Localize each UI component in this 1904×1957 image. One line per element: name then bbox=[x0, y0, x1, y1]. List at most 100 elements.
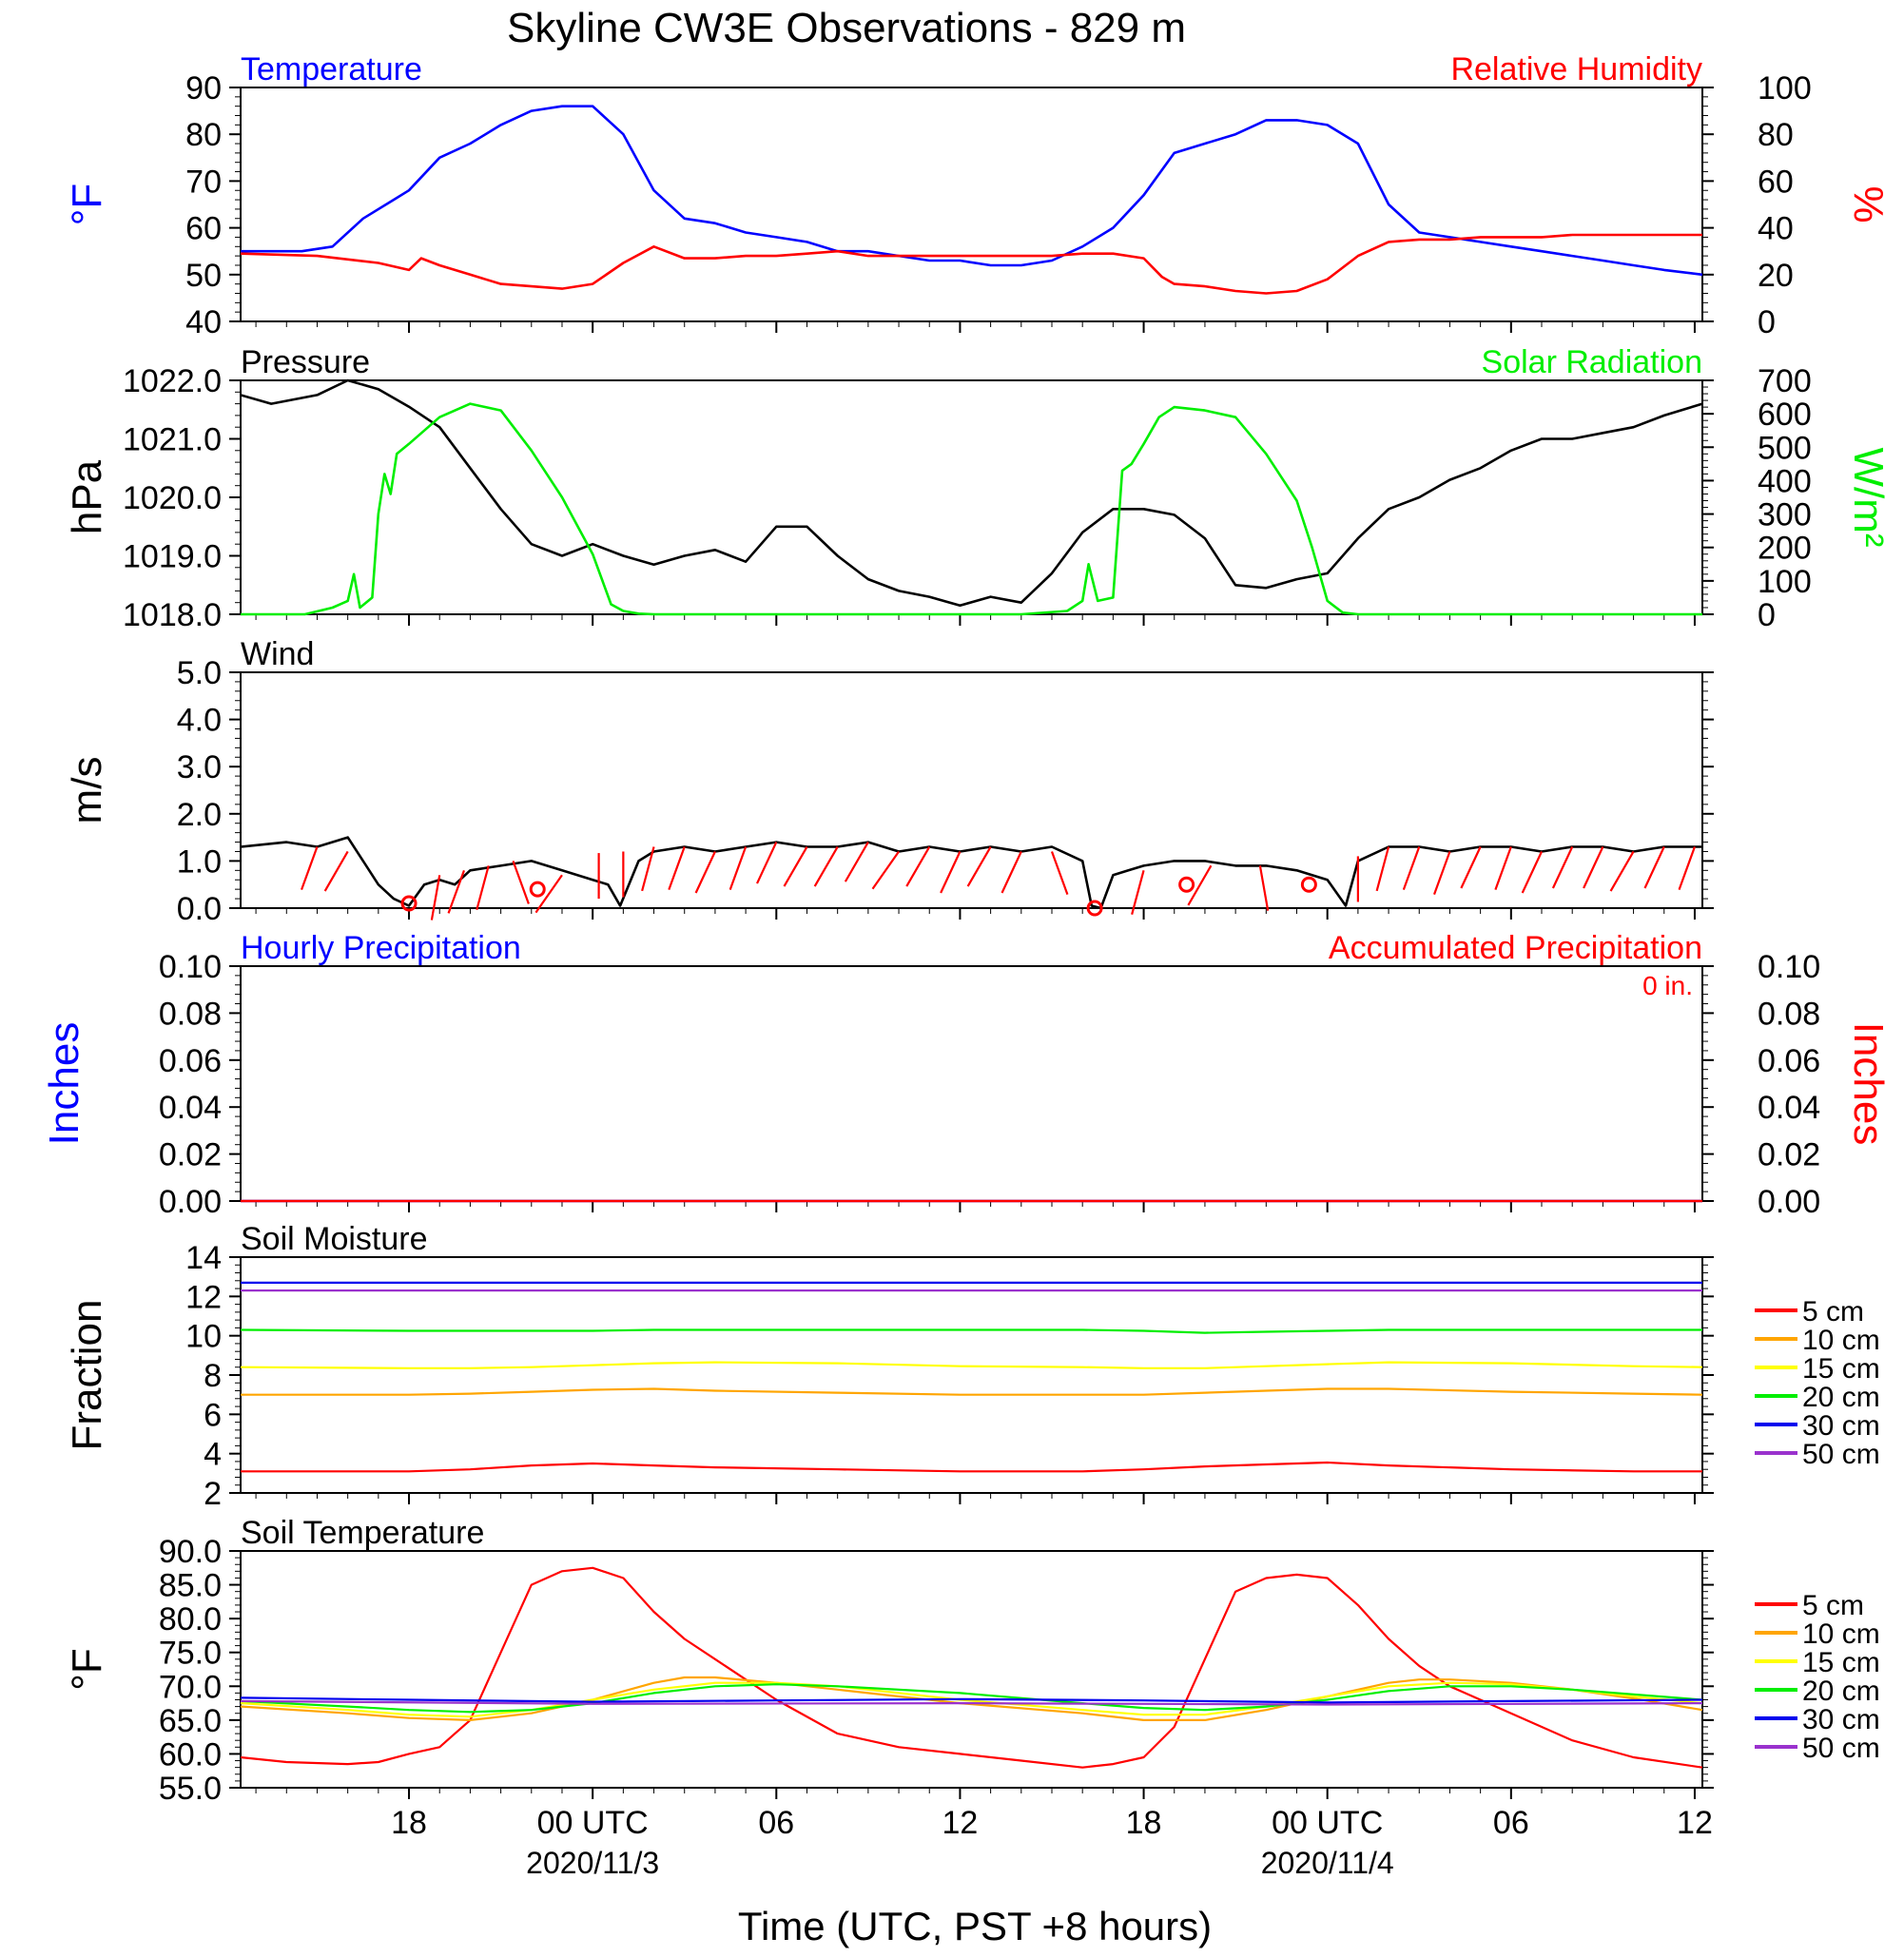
panel-title-left: Hourly Precipitation bbox=[241, 930, 521, 966]
series-line-wind bbox=[240, 836, 1702, 910]
panel-3: 0.0 1.0 2.0 3.0 4.0 5.0 Wind m/s bbox=[64, 636, 1714, 927]
y-tick-label-left: 1021.0 bbox=[123, 422, 222, 458]
y-tick-label-left: 1018.0 bbox=[123, 597, 222, 633]
y-tick-label-left: 65.0 bbox=[159, 1703, 222, 1739]
y-tick-label-left: 70.0 bbox=[159, 1669, 222, 1705]
wind-barb bbox=[1460, 846, 1482, 889]
x-tick-label: 12 bbox=[942, 1805, 979, 1841]
y-tick-label-left: 1020.0 bbox=[123, 480, 222, 516]
wind-barb bbox=[1001, 851, 1022, 894]
panel-title-right: Solar Radiation bbox=[1482, 344, 1702, 380]
y-tick-label-right: 0.04 bbox=[1758, 1090, 1820, 1126]
figure-title: Skyline CW3E Observations - 829 m bbox=[507, 5, 1186, 51]
series-line-15-cm bbox=[240, 1361, 1703, 1369]
y-axis-title-right: W/m² bbox=[1845, 447, 1892, 547]
panel-title-left: Soil Temperature bbox=[241, 1515, 484, 1551]
legend-label: 5 cm bbox=[1802, 1296, 1864, 1327]
wind-barb bbox=[1258, 865, 1270, 911]
y-tick-label-left: 2 bbox=[204, 1476, 222, 1512]
wind-barb bbox=[1643, 846, 1665, 889]
wind-barb bbox=[1609, 850, 1635, 892]
y-tick-label-right: 60 bbox=[1758, 164, 1794, 200]
y-tick-label-left: 0.00 bbox=[159, 1184, 222, 1220]
series-line-20-cm bbox=[240, 1683, 1703, 1714]
accumulated-annotation: 0 in. bbox=[1642, 971, 1693, 1000]
y-tick-label-left: 50 bbox=[185, 258, 222, 294]
y-tick-label-left: 4 bbox=[204, 1437, 222, 1473]
y-axis-title-left: °F bbox=[64, 1648, 110, 1690]
y-axis-title-left: Inches bbox=[41, 1022, 87, 1146]
legend-label: 50 cm bbox=[1802, 1733, 1880, 1764]
panel-4: 0.00 0.02 0.04 0.06 0.08 0.10 0.00 0.02 0.04 0.06… bbox=[41, 930, 1892, 1220]
y-tick-label-left: 2.0 bbox=[177, 797, 222, 833]
wind-barb bbox=[534, 874, 563, 914]
y-tick-label-left: 40 bbox=[185, 304, 222, 340]
y-axis-title-right: % bbox=[1845, 185, 1892, 223]
y-tick-label-right: 700 bbox=[1758, 363, 1812, 399]
y-tick-label-right: 0.06 bbox=[1758, 1043, 1820, 1079]
y-tick-label-left: 5.0 bbox=[177, 655, 222, 691]
wind-barb bbox=[1375, 846, 1390, 892]
wind-barb bbox=[1583, 846, 1604, 889]
plot-frame bbox=[240, 1550, 1703, 1789]
legend-label: 5 cm bbox=[1802, 1590, 1864, 1621]
series-line-solar-radiation bbox=[241, 402, 1702, 616]
y-tick-label-left: 8 bbox=[204, 1358, 222, 1394]
y-axis-title-left: m/s bbox=[64, 757, 110, 824]
y-axis-title-left: Fraction bbox=[64, 1300, 110, 1451]
wind-barb bbox=[1432, 851, 1451, 895]
y-tick-label-left: 85.0 bbox=[159, 1568, 222, 1604]
legend-label: 20 cm bbox=[1802, 1382, 1880, 1413]
x-tick-label: 12 bbox=[1677, 1805, 1713, 1841]
wind-barb bbox=[844, 842, 869, 882]
x-tick-label: 06 bbox=[1493, 1805, 1529, 1841]
y-tick-label-left: 75.0 bbox=[159, 1636, 222, 1672]
wind-barb bbox=[756, 842, 778, 884]
y-tick-label-right: 300 bbox=[1758, 497, 1812, 533]
legend-label: 10 cm bbox=[1802, 1325, 1880, 1356]
x-tick-label: 00 UTC bbox=[1272, 1805, 1383, 1841]
plot-frame bbox=[240, 671, 1703, 909]
y-tick-label-left: 0.0 bbox=[177, 891, 222, 927]
y-tick-label-left: 1022.0 bbox=[123, 363, 222, 399]
y-tick-label-left: 0.10 bbox=[159, 949, 222, 985]
y-tick-label-right: 400 bbox=[1758, 463, 1812, 499]
legend-label: 10 cm bbox=[1802, 1618, 1880, 1650]
wind-barb bbox=[641, 846, 655, 892]
y-tick-label-left: 14 bbox=[185, 1240, 222, 1276]
x-date-label: 2020/11/4 bbox=[1261, 1846, 1394, 1880]
y-tick-label-right: 20 bbox=[1758, 258, 1794, 294]
wind-barb bbox=[1050, 851, 1069, 895]
x-tick-label: 00 UTC bbox=[537, 1805, 649, 1841]
series-line-temperature bbox=[241, 105, 1703, 277]
y-tick-label-right: 500 bbox=[1758, 430, 1812, 466]
legend-label: 30 cm bbox=[1802, 1704, 1880, 1735]
y-tick-label-left: 0.02 bbox=[159, 1137, 222, 1173]
wind-barb-calm bbox=[1178, 876, 1195, 893]
y-axis-title-left: °F bbox=[64, 184, 110, 225]
series-line-10-cm bbox=[240, 1676, 1703, 1722]
y-tick-label-left: 80 bbox=[185, 117, 222, 153]
wind-barb bbox=[1187, 864, 1213, 906]
y-tick-label-left: 0.08 bbox=[159, 996, 222, 1032]
wind-barb bbox=[966, 845, 992, 887]
wind-barb bbox=[1402, 846, 1421, 891]
x-tick-label: 06 bbox=[758, 1805, 794, 1841]
plot-frame bbox=[240, 379, 1703, 615]
wind-barb-calm bbox=[1300, 876, 1317, 893]
y-tick-label-left: 0.06 bbox=[159, 1043, 222, 1079]
x-tick-label: 18 bbox=[391, 1805, 427, 1841]
wind-barb bbox=[323, 850, 349, 892]
panel-2: 1018.0 1019.0 1020.0 1021.0 1022.0 0100200300… bbox=[64, 344, 1892, 633]
series-line-15-cm bbox=[240, 1681, 1703, 1718]
series-line-10-cm bbox=[241, 1387, 1703, 1396]
y-tick-label-left: 70 bbox=[185, 164, 222, 200]
y-axis-title-right: Inches bbox=[1845, 1022, 1892, 1146]
series-line-50-cm bbox=[240, 1699, 1703, 1706]
legend-label: 50 cm bbox=[1802, 1439, 1880, 1470]
plot-frame bbox=[240, 1256, 1703, 1494]
wind-barb bbox=[476, 865, 490, 911]
panel-title-right: Relative Humidity bbox=[1450, 51, 1702, 87]
